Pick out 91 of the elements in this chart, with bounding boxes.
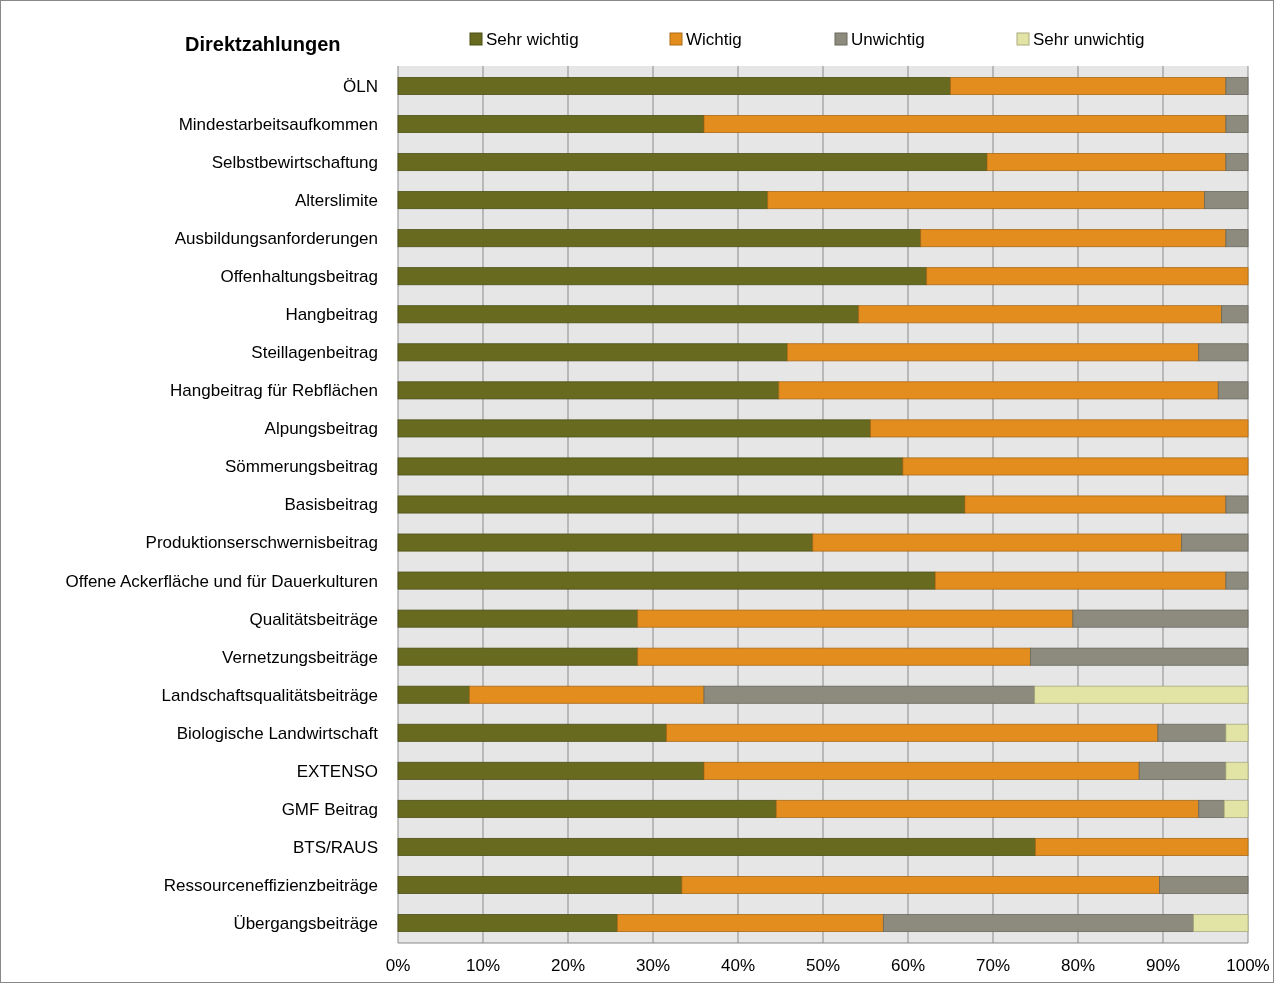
y-tick-label: Offenhaltungsbeitrag [220,267,378,287]
y-tick-label: Übergangsbeiträge [233,913,378,933]
bar [703,115,1227,133]
x-tick-label: 0% [385,956,411,975]
y-tick-label: Alpungsbeitrag [264,419,378,439]
bar [397,381,780,400]
bar [703,761,1140,780]
y-tick-label: Hangbeitrag [285,305,378,325]
x-tick-label: 90% [1145,956,1181,975]
legend-label: Unwichtig [851,29,925,49]
y-tick-label: ÖLN [343,76,378,96]
bar [397,571,936,590]
x-tick-label: 100% [1226,956,1270,975]
bar [778,381,1219,400]
bar [870,419,1249,438]
bar [786,343,1200,362]
bar [397,837,1036,856]
y-tick-label: GMF Beitrag [281,799,378,819]
bar [637,647,1031,666]
chart-title: Direktzahlungen [185,33,341,55]
bar [397,191,769,210]
legend-label: Sehr unwichtig [1033,29,1145,49]
bar [637,609,1074,628]
y-tick-label: Steillagenbeitrag [251,343,378,363]
bar [1223,799,1249,818]
y-tick-label: Hangbeitrag für Rebflächen [170,381,378,401]
x-tick-label: 50% [805,956,841,975]
legend-label: Sehr wichtig [486,29,579,49]
bar [934,571,1227,590]
y-tick-label: Biologische Landwirtschaft [176,723,379,743]
y-tick-label: BTS/RAUS [292,837,378,857]
bar [681,876,1160,894]
y-tick-label: Ausbildungsanforderungen [174,229,378,249]
bar [1225,723,1249,742]
bar [397,533,814,552]
bar [767,191,1206,210]
y-tick-label: Vernetzungsbeiträge [222,647,378,667]
bar [397,723,667,742]
x-tick-label: 80% [1060,956,1096,975]
bar [950,77,1227,95]
bar [902,457,1249,476]
bar [397,685,470,704]
bar [397,609,639,628]
bar [397,761,705,780]
legend-label: Wichtig [686,29,742,49]
bar [397,115,705,133]
x-tick-label: 10% [465,956,501,975]
bar [397,419,871,438]
bar [397,799,777,818]
bar [858,305,1223,324]
bar [920,229,1227,248]
bar [666,723,1159,742]
bar [1034,685,1249,704]
bar [397,343,788,362]
y-tick-label: Sömmerungsbeitrag [224,457,378,477]
bar [397,77,951,95]
bar [775,799,1200,818]
bar [397,267,928,286]
bar [1225,761,1249,780]
bar [986,153,1227,172]
y-tick-label: Mindestarbeitsaufkommen [178,114,378,134]
y-tick-label: Qualitätsbeiträge [249,609,378,629]
y-tick-label: Offene Ackerfläche und für Dauerkulturen [65,571,378,591]
bar [397,647,639,666]
bar [397,153,988,172]
x-tick-label: 70% [975,956,1011,975]
x-tick-label: 30% [635,956,671,975]
y-tick-label: Produktionserschwernisbeitrag [145,533,378,553]
y-tick-label: Alterslimite [294,191,378,211]
bar [397,495,966,514]
bar [397,876,683,894]
bar [397,305,860,324]
bar [397,914,618,932]
bar [926,267,1249,286]
y-tick-label: Basisbeitrag [284,495,378,515]
bar [397,457,904,476]
bar [1198,799,1225,818]
y-tick-label: Landschaftsqualitätsbeiträge [161,685,378,705]
x-tick-label: 40% [720,956,756,975]
y-tick-label: EXTENSO [296,761,378,781]
bar [469,685,705,704]
bar [964,495,1227,514]
bar [1193,914,1249,932]
bar [1035,837,1249,856]
bar [812,533,1183,552]
y-tick-label: Ressourceneffizienzbeiträge [163,875,378,895]
y-tick-label: Selbstbewirtschaftung [211,153,378,173]
x-tick-label: 60% [890,956,926,975]
x-tick-label: 20% [550,956,586,975]
bar [397,229,922,248]
bar [616,914,884,932]
